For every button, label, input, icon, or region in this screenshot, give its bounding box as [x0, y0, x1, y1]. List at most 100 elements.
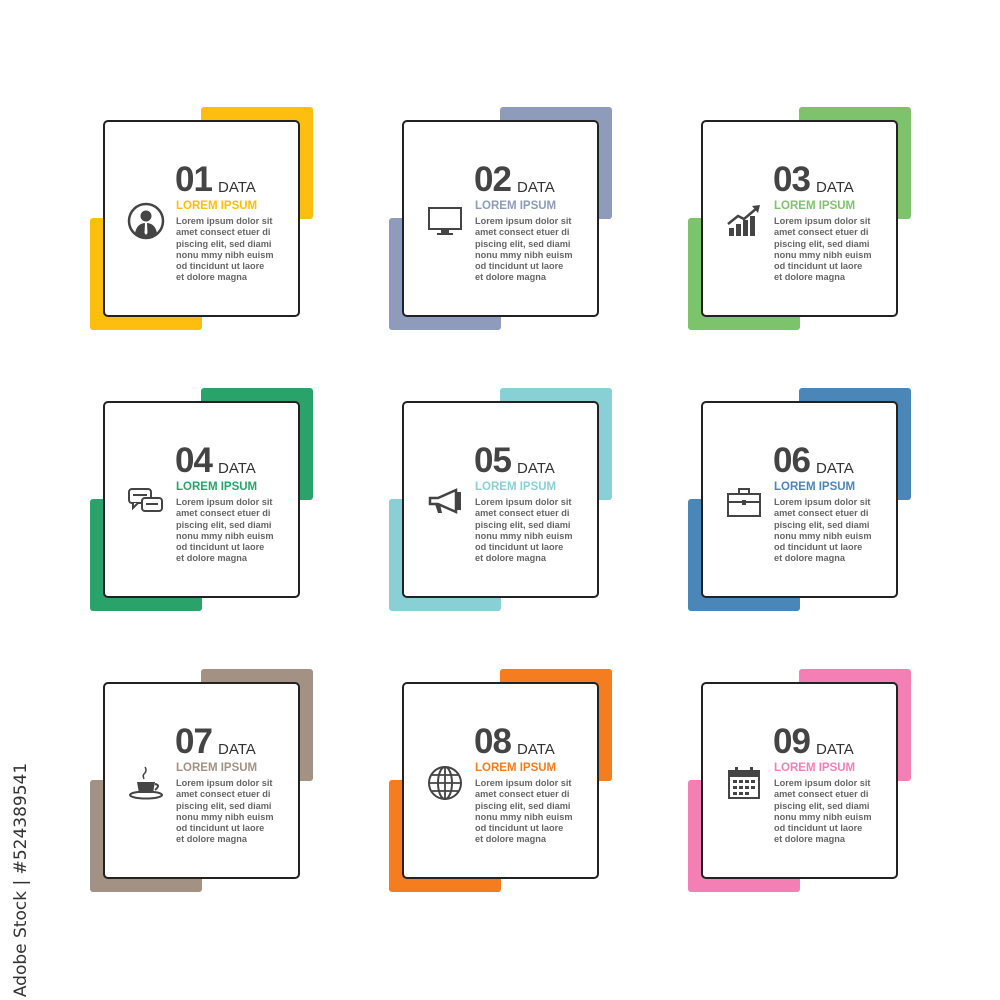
body-line: od tincidunt ut laore	[774, 823, 863, 834]
info-card-08: 08 DATA LOREM IPSUM Lorem ipsum dolor si…	[389, 669, 612, 892]
card-body: Lorem ipsum dolor sit amet consect etuer …	[475, 778, 585, 846]
card-panel: 02 DATA LOREM IPSUM Lorem ipsum dolor si…	[402, 120, 599, 317]
body-line: et dolore magna	[774, 834, 845, 845]
card-suffix: DATA	[218, 179, 256, 196]
body-line: piscing elit, sed diami	[475, 800, 571, 811]
body-line: nonu mmy nibh euism	[774, 530, 872, 541]
body-line: amet consect etuer di	[774, 508, 869, 519]
card-body: Lorem ipsum dolor sit amet consect etuer …	[176, 497, 286, 565]
card-suffix: DATA	[218, 460, 256, 477]
body-line: et dolore magna	[176, 834, 247, 845]
card-title: LOREM IPSUM	[475, 200, 557, 212]
card-body: Lorem ipsum dolor sit amet consect etuer …	[176, 778, 286, 846]
card-title: LOREM IPSUM	[475, 481, 557, 493]
card-suffix: DATA	[218, 741, 256, 758]
body-line: od tincidunt ut laore	[475, 823, 564, 834]
body-line: od tincidunt ut laore	[774, 542, 863, 553]
body-line: piscing elit, sed diami	[176, 800, 272, 811]
body-line: et dolore magna	[176, 272, 247, 283]
card-panel: 08 DATA LOREM IPSUM Lorem ipsum dolor si…	[402, 682, 599, 879]
body-line: nonu mmy nibh euism	[475, 811, 573, 822]
body-line: Lorem ipsum dolor sit	[475, 497, 572, 507]
card-number: 09	[773, 722, 811, 761]
body-line: od tincidunt ut laore	[176, 542, 265, 553]
body-line: Lorem ipsum dolor sit	[176, 778, 273, 788]
body-line: piscing elit, sed diami	[475, 519, 571, 530]
body-line: nonu mmy nibh euism	[774, 811, 872, 822]
body-line: et dolore magna	[475, 834, 546, 845]
body-line: nonu mmy nibh euism	[774, 249, 872, 260]
body-line: et dolore magna	[475, 553, 546, 564]
body-line: et dolore magna	[176, 553, 247, 564]
info-card-02: 02 DATA LOREM IPSUM Lorem ipsum dolor si…	[389, 107, 612, 330]
body-line: piscing elit, sed diami	[774, 800, 870, 811]
info-card-01: 01 DATA LOREM IPSUM Lorem ipsum dolor si…	[90, 107, 313, 330]
card-panel: 04 DATA LOREM IPSUM Lorem ipsum dolor si…	[103, 401, 300, 598]
card-panel: 09 DATA LOREM IPSUM Lorem ipsum dolor si…	[701, 682, 898, 879]
body-line: od tincidunt ut laore	[176, 261, 265, 272]
card-body: Lorem ipsum dolor sit amet consect etuer …	[176, 216, 286, 284]
globe-icon	[428, 766, 462, 800]
body-line: Lorem ipsum dolor sit	[475, 216, 572, 226]
card-body: Lorem ipsum dolor sit amet consect etuer …	[774, 778, 884, 846]
card-title: LOREM IPSUM	[774, 762, 856, 774]
body-line: piscing elit, sed diami	[176, 238, 272, 249]
info-card-07: 07 DATA LOREM IPSUM Lorem ipsum dolor si…	[90, 669, 313, 892]
card-body: Lorem ipsum dolor sit amet consect etuer …	[475, 216, 585, 284]
body-line: et dolore magna	[774, 553, 845, 564]
body-line: od tincidunt ut laore	[475, 261, 564, 272]
card-suffix: DATA	[517, 460, 555, 477]
body-line: amet consect etuer di	[475, 227, 570, 238]
body-line: piscing elit, sed diami	[176, 519, 272, 530]
body-line: et dolore magna	[774, 272, 845, 283]
card-title: LOREM IPSUM	[774, 481, 856, 493]
body-line: amet consect etuer di	[475, 508, 570, 519]
body-line: od tincidunt ut laore	[475, 542, 564, 553]
body-line: et dolore magna	[475, 272, 546, 283]
info-card-03: 03 DATA LOREM IPSUM Lorem ipsum dolor si…	[688, 107, 911, 330]
body-line: Lorem ipsum dolor sit	[475, 778, 572, 788]
watermark-text: Adobe Stock | #524389541	[11, 762, 31, 998]
body-line: amet consect etuer di	[774, 789, 869, 800]
body-line: nonu mmy nibh euism	[176, 530, 274, 541]
card-suffix: DATA	[517, 179, 555, 196]
card-title: LOREM IPSUM	[774, 200, 856, 212]
body-line: piscing elit, sed diami	[475, 238, 571, 249]
card-number: 01	[175, 160, 213, 199]
info-card-04: 04 DATA LOREM IPSUM Lorem ipsum dolor si…	[90, 388, 313, 611]
info-card-09: 09 DATA LOREM IPSUM Lorem ipsum dolor si…	[688, 669, 911, 892]
card-suffix: DATA	[816, 460, 854, 477]
card-number: 02	[474, 160, 512, 199]
megaphone-icon	[428, 488, 461, 514]
card-panel: 03 DATA LOREM IPSUM Lorem ipsum dolor si…	[701, 120, 898, 317]
card-number: 08	[474, 722, 512, 761]
card-suffix: DATA	[816, 179, 854, 196]
body-line: Lorem ipsum dolor sit	[176, 216, 273, 226]
card-title: LOREM IPSUM	[176, 200, 258, 212]
body-line: amet consect etuer di	[176, 508, 271, 519]
info-card-06: 06 DATA LOREM IPSUM Lorem ipsum dolor si…	[688, 388, 911, 611]
body-line: amet consect etuer di	[176, 227, 271, 238]
watermark: Adobe Stock | #524389541	[6, 760, 36, 1000]
card-title: LOREM IPSUM	[475, 762, 557, 774]
card-suffix: DATA	[816, 741, 854, 758]
body-line: od tincidunt ut laore	[774, 261, 863, 272]
card-panel: 06 DATA LOREM IPSUM Lorem ipsum dolor si…	[701, 401, 898, 598]
card-body: Lorem ipsum dolor sit amet consect etuer …	[774, 216, 884, 284]
card-number: 06	[773, 441, 811, 480]
body-line: nonu mmy nibh euism	[475, 249, 573, 260]
card-panel: 05 DATA LOREM IPSUM Lorem ipsum dolor si…	[402, 401, 599, 598]
body-line: Lorem ipsum dolor sit	[774, 216, 871, 226]
card-number: 04	[175, 441, 213, 480]
body-line: od tincidunt ut laore	[176, 823, 265, 834]
body-line: nonu mmy nibh euism	[176, 811, 274, 822]
card-suffix: DATA	[517, 741, 555, 758]
briefcase-icon	[727, 488, 761, 517]
card-number: 05	[474, 441, 512, 480]
body-line: Lorem ipsum dolor sit	[176, 497, 273, 507]
card-number: 07	[175, 722, 213, 761]
card-body: Lorem ipsum dolor sit amet consect etuer …	[774, 497, 884, 565]
body-line: piscing elit, sed diami	[774, 519, 870, 530]
calendar-icon	[728, 767, 760, 799]
card-title: LOREM IPSUM	[176, 762, 258, 774]
